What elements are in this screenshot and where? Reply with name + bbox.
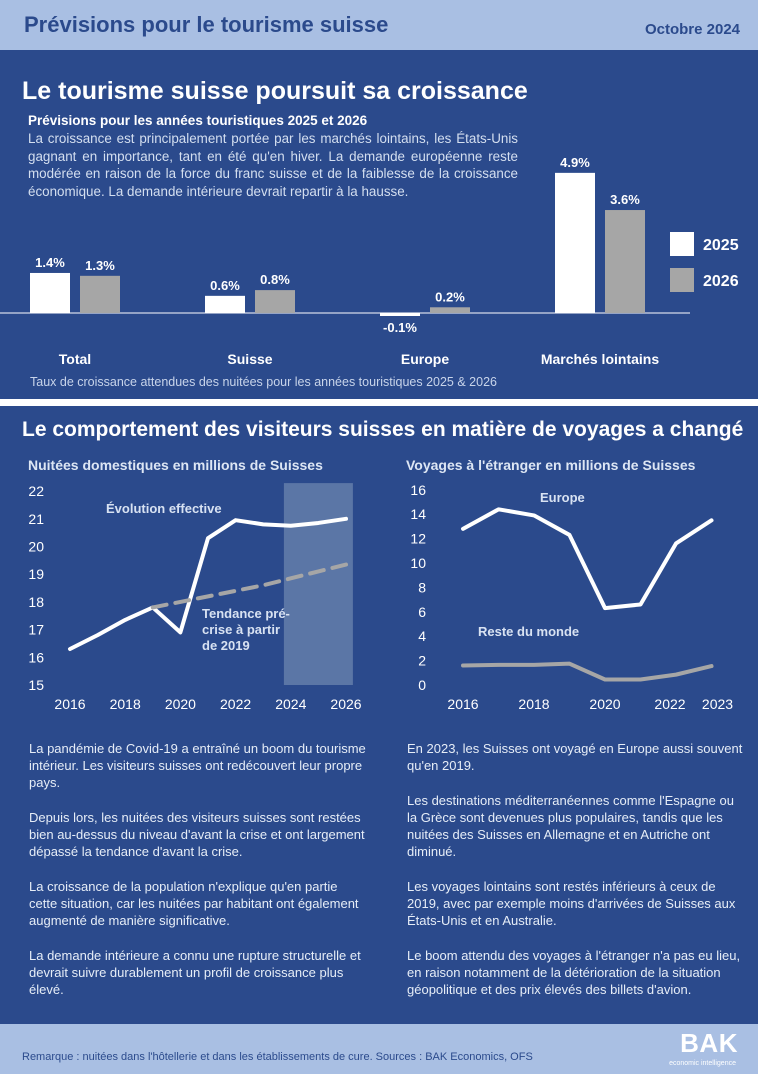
x-tick-label: 2024	[275, 696, 306, 712]
y-tick-label: 10	[410, 555, 426, 571]
y-tick-label: 21	[28, 511, 44, 527]
y-tick-label: 22	[28, 483, 44, 499]
trend-line	[150, 562, 348, 610]
bar-data-label: 4.9%	[560, 155, 590, 170]
bak-logo-tagline: economic intelligence	[669, 1060, 736, 1067]
bar-2025	[205, 295, 245, 313]
series-annotation: Évolution effective	[106, 501, 222, 516]
y-tick-label: 16	[28, 649, 44, 665]
footer-bar: Remarque : nuitées dans l'hôtellerie et …	[0, 1024, 758, 1074]
y-tick-label: 8	[418, 579, 426, 595]
bar-data-label: -0.1%	[383, 320, 417, 335]
x-tick-label: 2022	[220, 696, 251, 712]
rest-of-world-line	[461, 661, 714, 682]
right-text-column: En 2023, les Suisses ont voyagé en Europ…	[407, 740, 747, 1016]
bar-2026	[605, 210, 645, 313]
section1-title: Le tourisme suisse poursuit sa croissanc…	[22, 77, 528, 105]
bar-data-label: 0.8%	[260, 272, 290, 287]
y-tick-label: 17	[28, 622, 44, 638]
y-tick-label: 2	[418, 653, 426, 669]
chart-domestic: 15 16 17 18 19 20 21 22 2016 2018 2020 2022 2024 2026…	[28, 483, 362, 712]
x-tick-label: 2018	[518, 696, 549, 712]
left-paragraph: La pandémie de Covid-19 a entraîné un bo…	[29, 741, 366, 790]
series-annotation: de 2019	[202, 638, 250, 653]
chart-domestic-title: Nuitées domestiques en millions de Suiss…	[28, 457, 323, 473]
header-bar: Prévisions pour le tourisme suisse Octob…	[0, 0, 758, 50]
right-paragraph: Les voyages lointains sont restés inféri…	[407, 879, 736, 928]
bar-data-label: 0.6%	[210, 278, 240, 293]
y-tick-label: 16	[410, 482, 426, 498]
header-title: Prévisions pour le tourisme suisse	[24, 12, 389, 37]
right-paragraph: Le boom attendu des voyages à l'étranger…	[407, 948, 741, 997]
bar-2025	[30, 272, 70, 313]
y-tick-label: 4	[418, 628, 426, 644]
bar-2025	[380, 313, 420, 316]
right-paragraph: Les destinations méditerranéennes comme …	[407, 793, 734, 859]
bar-category-label: Suisse	[227, 351, 272, 367]
bar-2026	[430, 307, 470, 313]
actual-line	[68, 516, 348, 651]
bak-logo: BAK	[680, 1028, 738, 1058]
x-tick-label: 2022	[654, 696, 685, 712]
forecast-shade	[283, 483, 353, 685]
x-tick-label: 2016	[447, 696, 478, 712]
header-date: Octobre 2024	[644, 21, 740, 38]
left-paragraph: Depuis lors, les nuitées des visiteurs s…	[29, 810, 365, 859]
x-tick-label: 2020	[589, 696, 620, 712]
section-divider	[0, 399, 758, 406]
series-annotation: Europe	[540, 490, 585, 505]
x-tick-label: 2026	[330, 696, 361, 712]
series-annotation: Tendance pré-	[202, 606, 290, 621]
x-tick-label: 2016	[54, 696, 85, 712]
series-annotation: crise à partir	[202, 622, 280, 637]
bar-2026	[255, 290, 295, 313]
bar-chart: 1.4% 1.3% Total 0.6% 0.8% Suisse -0.1% 0.2% Euro…	[0, 155, 739, 367]
left-paragraph: La demande intérieure a connu une ruptur…	[29, 948, 361, 997]
legend-swatch-2026	[670, 268, 694, 292]
y-tick-label: 12	[410, 531, 426, 547]
legend-label: 2025	[703, 237, 739, 254]
bar-category-label: Marchés lointains	[541, 351, 659, 367]
y-tick-label: 6	[418, 604, 426, 620]
y-tick-label: 15	[28, 677, 44, 693]
x-tick-label: 2018	[110, 696, 141, 712]
bar-category-label: Europe	[401, 351, 449, 367]
bar-chart-caption: Taux de croissance attendues des nuitées…	[30, 375, 497, 389]
bar-data-label: 3.6%	[610, 192, 640, 207]
bar-2025	[555, 172, 595, 313]
footer-note: Remarque : nuitées dans l'hôtellerie et …	[22, 1051, 533, 1063]
y-tick-label: 0	[418, 677, 426, 693]
section1-text: La croissance est principalement portée …	[28, 131, 518, 199]
y-tick-label: 19	[28, 566, 44, 582]
right-paragraph: En 2023, les Suisses ont voyagé en Europ…	[407, 741, 743, 773]
chart-abroad-title: Voyages à l'étranger en millions de Suis…	[406, 457, 696, 473]
section1-subtitle: Prévisions pour les années touristiques …	[28, 113, 368, 128]
x-tick-label: 2020	[165, 696, 196, 712]
left-text-column: La pandémie de Covid-19 a entraîné un bo…	[29, 740, 369, 1016]
bar-data-label: 1.4%	[35, 255, 65, 270]
legend-label: 2026	[703, 273, 739, 290]
bar-category-label: Total	[59, 351, 91, 367]
bar-2026	[80, 275, 120, 313]
y-tick-label: 18	[28, 594, 44, 610]
x-tick-label: 2023	[702, 696, 733, 712]
y-tick-label: 14	[410, 506, 426, 522]
left-paragraph: La croissance de la population n'expliqu…	[29, 879, 359, 928]
chart-abroad: 0 2 4 6 8 10 12 14 16 2016 2018 2020 2022 2023 Europe R…	[410, 482, 733, 712]
bar-data-label: 1.3%	[85, 258, 115, 273]
y-tick-label: 20	[28, 539, 44, 555]
legend-swatch-2025	[670, 232, 694, 256]
bar-data-label: 0.2%	[435, 289, 465, 304]
series-annotation: Reste du monde	[478, 624, 579, 639]
section2-title: Le comportement des visiteurs suisses en…	[22, 418, 744, 441]
europe-line	[461, 507, 714, 611]
